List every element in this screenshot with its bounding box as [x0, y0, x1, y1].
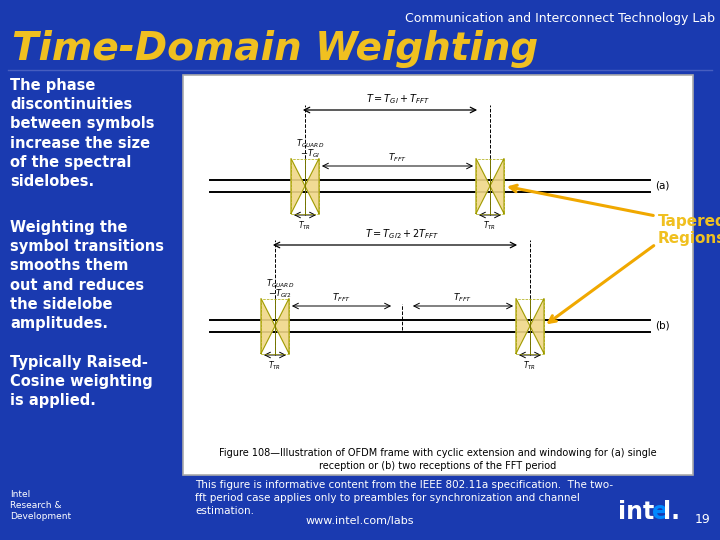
- Polygon shape: [291, 159, 305, 213]
- Text: (a): (a): [655, 181, 670, 191]
- Bar: [516, 299, 544, 354]
- Text: Communication and Interconnect Technology Lab: Communication and Interconnect Technolog…: [405, 12, 715, 25]
- Text: $T_{TR}$: $T_{TR}$: [269, 359, 282, 372]
- Text: e: e: [652, 500, 668, 524]
- Bar: [291, 159, 319, 213]
- Text: l.: l.: [663, 500, 680, 524]
- Text: $T_{FFT}$: $T_{FFT}$: [454, 292, 472, 304]
- Polygon shape: [261, 299, 275, 354]
- Text: $-T_{GI}$: $-T_{GI}$: [300, 147, 320, 160]
- Polygon shape: [490, 159, 504, 213]
- Text: Figure 108—Illustration of OFDM frame with cyclic extension and windowing for (a: Figure 108—Illustration of OFDM frame wi…: [219, 448, 657, 471]
- Bar: [261, 299, 289, 354]
- Text: The phase
discontinuities
between symbols
increase the size
of the spectral
side: The phase discontinuities between symbol…: [10, 78, 155, 189]
- Text: $T_{GUARD}$: $T_{GUARD}$: [296, 138, 324, 150]
- Polygon shape: [516, 299, 530, 354]
- Text: $T_{GUARD}$: $T_{GUARD}$: [266, 278, 294, 290]
- Text: $T_{TR}$: $T_{TR}$: [483, 219, 497, 232]
- Text: This figure is informative content from the IEEE 802.11a specification.  The two: This figure is informative content from …: [195, 480, 613, 516]
- Text: Typically Raised-
Cosine weighting
is applied.: Typically Raised- Cosine weighting is ap…: [10, 355, 153, 408]
- Polygon shape: [305, 159, 319, 213]
- Text: Intel
Research &
Development: Intel Research & Development: [10, 490, 71, 521]
- Text: www.intel.com/labs: www.intel.com/labs: [306, 516, 414, 526]
- Text: 19: 19: [694, 513, 710, 526]
- Text: (b): (b): [655, 321, 670, 331]
- Text: $-T_{GI2}$: $-T_{GI2}$: [269, 287, 292, 300]
- Text: $T_{FFT}$: $T_{FFT}$: [332, 292, 351, 304]
- Text: $T = T_{GI2}+2T_{FFT}$: $T = T_{GI2}+2T_{FFT}$: [365, 227, 440, 241]
- Text: $T_{TR}$: $T_{TR}$: [523, 359, 536, 372]
- Text: Weighting the
symbol transitions
smooths them
out and reduces
the sidelobe
ampli: Weighting the symbol transitions smooths…: [10, 220, 164, 331]
- Text: Tapered
Regions: Tapered Regions: [658, 214, 720, 246]
- Text: Time-Domain Weighting: Time-Domain Weighting: [12, 30, 539, 68]
- Bar: [476, 159, 504, 213]
- Polygon shape: [476, 159, 490, 213]
- Bar: [183, 75, 693, 475]
- Text: int: int: [618, 500, 654, 524]
- Text: $T = T_{GI}+T_{FFT}$: $T = T_{GI}+T_{FFT}$: [366, 92, 429, 106]
- Polygon shape: [275, 299, 289, 354]
- Polygon shape: [530, 299, 544, 354]
- Text: $T_{FFT}$: $T_{FFT}$: [388, 152, 407, 164]
- Text: $T_{TR}$: $T_{TR}$: [298, 219, 312, 232]
